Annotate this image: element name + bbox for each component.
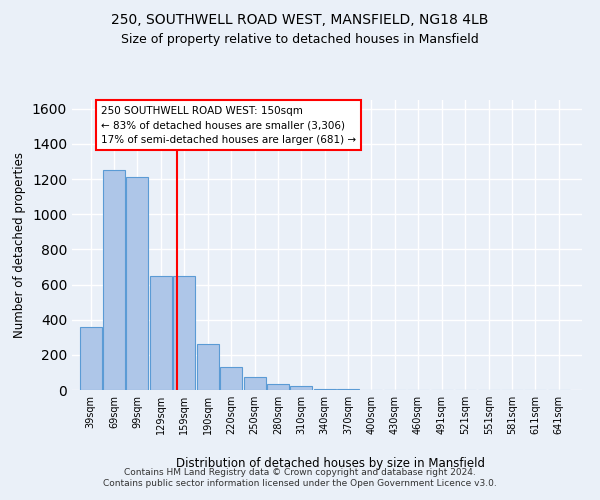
Bar bbox=[103, 170, 125, 390]
Bar bbox=[267, 384, 289, 390]
Text: Contains HM Land Registry data © Crown copyright and database right 2024.
Contai: Contains HM Land Registry data © Crown c… bbox=[103, 468, 497, 487]
Text: 250, SOUTHWELL ROAD WEST, MANSFIELD, NG18 4LB: 250, SOUTHWELL ROAD WEST, MANSFIELD, NG1… bbox=[112, 12, 488, 26]
Bar bbox=[80, 326, 101, 390]
Bar bbox=[173, 276, 195, 390]
Text: Distribution of detached houses by size in Mansfield: Distribution of detached houses by size … bbox=[176, 458, 485, 470]
Bar bbox=[244, 377, 266, 390]
Bar bbox=[314, 389, 335, 390]
Text: Size of property relative to detached houses in Mansfield: Size of property relative to detached ho… bbox=[121, 32, 479, 46]
Bar bbox=[290, 386, 312, 390]
Bar bbox=[127, 178, 148, 390]
Y-axis label: Number of detached properties: Number of detached properties bbox=[13, 152, 26, 338]
Bar bbox=[220, 367, 242, 390]
Text: 250 SOUTHWELL ROAD WEST: 150sqm
← 83% of detached houses are smaller (3,306)
17%: 250 SOUTHWELL ROAD WEST: 150sqm ← 83% of… bbox=[101, 106, 356, 146]
Bar bbox=[197, 344, 219, 390]
Bar bbox=[150, 276, 172, 390]
